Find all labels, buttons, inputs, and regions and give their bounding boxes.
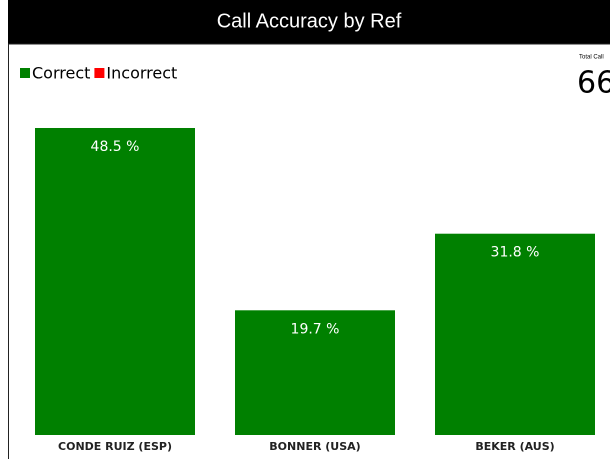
chart-title: Call Accuracy by Ref <box>217 10 402 32</box>
value-label: 31.8 % <box>491 245 540 261</box>
x-tick-label: BONNER (USA) <box>269 440 360 453</box>
legend-swatch <box>20 68 30 78</box>
x-tick-label: CONDE RUIZ (ESP) <box>58 440 172 453</box>
bar <box>435 233 595 435</box>
value-label: 19.7 % <box>291 321 340 337</box>
value-label: 48.5 % <box>91 139 140 155</box>
legend-swatch <box>94 68 105 78</box>
title-bar <box>8 0 610 44</box>
total-value: 66 <box>577 66 610 101</box>
bar <box>35 127 195 436</box>
legend-label: Correct <box>32 64 90 83</box>
total-label: Total Call <box>579 55 604 61</box>
legend-label: Incorrect <box>106 64 177 83</box>
frame <box>8 43 610 459</box>
legend: Correct Incorrect <box>20 64 177 83</box>
bar <box>235 310 395 435</box>
x-tick-label: BEKER (AUS) <box>475 440 554 453</box>
